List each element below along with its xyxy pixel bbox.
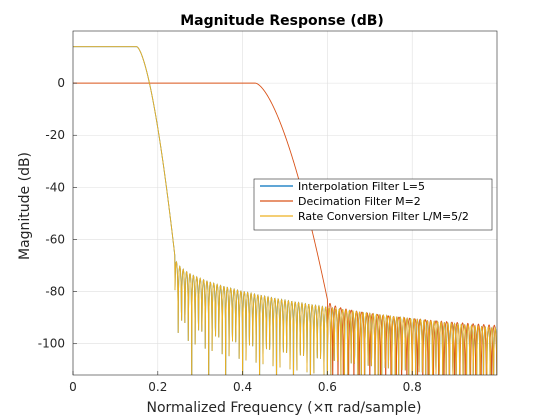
y-tick-label: -20	[45, 128, 65, 142]
y-tick-label: -60	[45, 232, 65, 246]
x-axis-label: Normalized Frequency (×π rad/sample)	[147, 400, 422, 416]
y-tick-label: -40	[45, 180, 65, 194]
series-layer	[73, 46, 497, 375]
legend-box	[253, 178, 493, 231]
y-axis-label: Magnitude (dB)	[17, 152, 33, 260]
series-line-2	[73, 82, 497, 375]
legend-entry: Interpolation Filter L=5	[298, 180, 425, 193]
y-tick-label: 0	[57, 76, 65, 90]
x-tick-label: 0	[69, 380, 77, 394]
x-tick-label: 0.2	[148, 380, 167, 394]
x-tick-label: 0.6	[318, 380, 337, 394]
legend: Interpolation Filter L=5 Decimation Filte…	[253, 178, 493, 231]
y-tick-label: -100	[38, 337, 65, 351]
legend-entry: Rate Conversion Filter L/M=5/2	[298, 210, 469, 223]
x-axis-ticks: 0 0.2 0.4 0.6 0.8	[69, 371, 422, 394]
legend-entry: Decimation Filter M=2	[298, 195, 421, 208]
y-tick-label: -80	[45, 285, 65, 299]
series-line-3	[73, 46, 497, 375]
axes-box	[72, 30, 498, 376]
x-tick-label: 0.4	[233, 380, 252, 394]
chart-title: Magnitude Response (dB)	[180, 13, 384, 29]
y-axis-ticks: -100 -80 -60 -40 -20 0	[38, 76, 77, 351]
x-tick-label: 0.8	[403, 380, 422, 394]
